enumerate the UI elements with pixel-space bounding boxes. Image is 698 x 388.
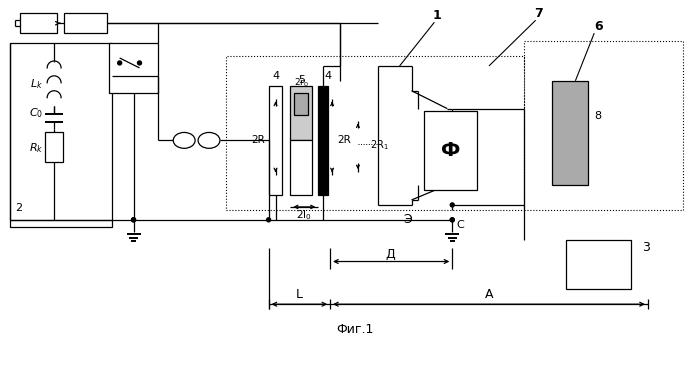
Bar — [290, 140, 312, 195]
Text: 1: 1 — [433, 9, 442, 22]
Circle shape — [131, 218, 135, 222]
Text: 4: 4 — [325, 71, 332, 81]
Text: 6: 6 — [594, 20, 602, 33]
Circle shape — [450, 218, 454, 222]
Bar — [109, 43, 158, 93]
Text: 2R$_1$: 2R$_1$ — [370, 139, 389, 152]
Bar — [269, 86, 283, 195]
Text: 4: 4 — [272, 71, 279, 81]
Bar — [290, 86, 312, 140]
Bar — [567, 240, 631, 289]
Circle shape — [131, 218, 135, 222]
Text: A: A — [484, 288, 493, 301]
Text: $R_k$: $R_k$ — [29, 142, 43, 155]
Circle shape — [450, 203, 454, 207]
Bar — [20, 13, 57, 33]
Bar — [64, 13, 107, 33]
Text: 3: 3 — [642, 241, 650, 254]
Text: C: C — [456, 220, 464, 230]
Bar — [424, 111, 477, 190]
Text: Ф: Ф — [440, 141, 460, 160]
Text: Фиг.1: Фиг.1 — [336, 322, 373, 336]
Bar — [45, 132, 63, 162]
Text: 2: 2 — [15, 203, 22, 213]
Circle shape — [450, 218, 454, 222]
Text: $L_k$: $L_k$ — [30, 77, 43, 91]
Bar — [551, 81, 588, 185]
Bar — [226, 56, 524, 210]
Circle shape — [267, 218, 271, 222]
Bar — [524, 41, 683, 210]
Text: L: L — [296, 288, 303, 301]
Text: Э: Э — [403, 213, 412, 226]
Text: 2l$_0$: 2l$_0$ — [297, 208, 312, 222]
Text: 5: 5 — [298, 75, 305, 85]
Text: 2r$_0$: 2r$_0$ — [294, 76, 309, 89]
Text: $C_0$: $C_0$ — [29, 107, 43, 121]
Circle shape — [138, 61, 142, 65]
Bar — [318, 86, 328, 195]
Bar — [295, 93, 309, 114]
Text: Д: Д — [386, 248, 396, 261]
Text: 2R: 2R — [337, 135, 351, 146]
Circle shape — [118, 61, 121, 65]
Text: 8: 8 — [595, 111, 602, 121]
Text: 2R: 2R — [251, 135, 265, 146]
Bar — [10, 43, 112, 227]
Text: 7: 7 — [534, 7, 543, 20]
